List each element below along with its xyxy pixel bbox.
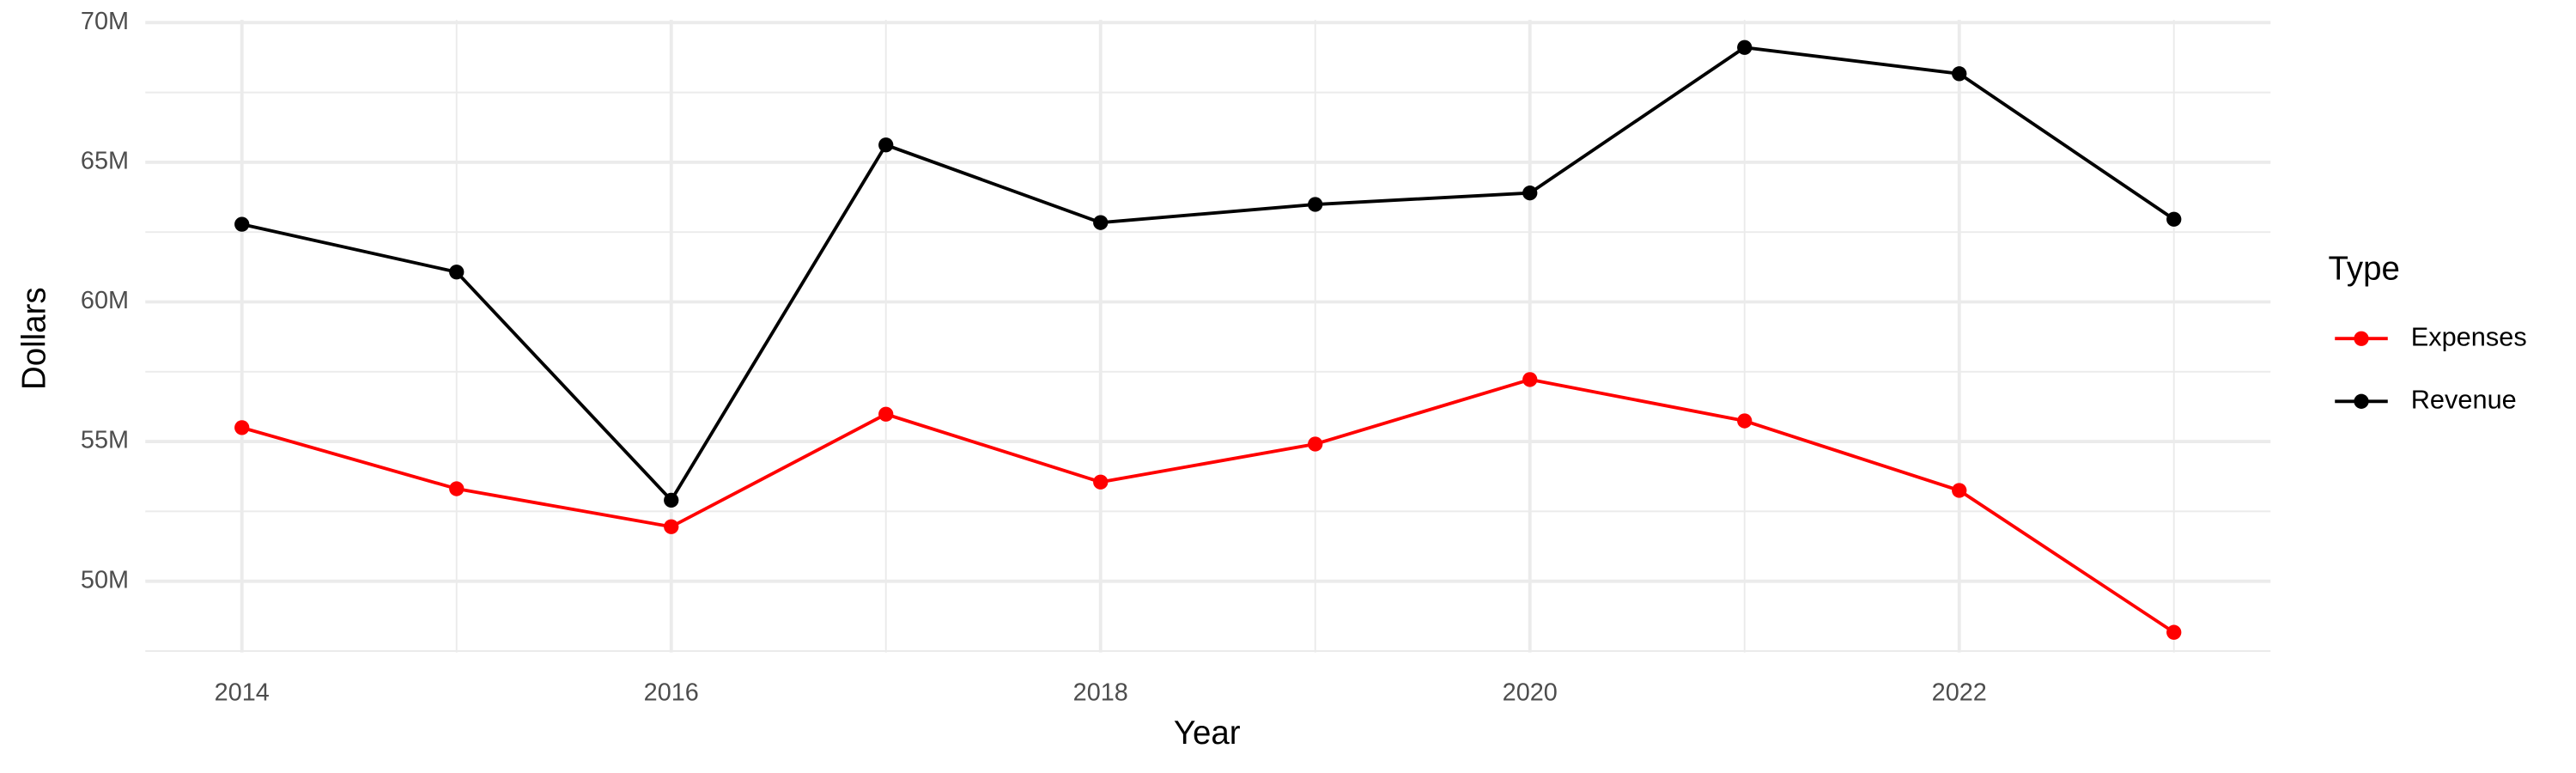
data-point xyxy=(878,406,894,422)
data-point xyxy=(1952,483,1967,498)
data-point xyxy=(1093,474,1109,490)
legend-marker xyxy=(2354,331,2369,346)
plot-area xyxy=(234,40,2182,640)
legend-title: Type xyxy=(2329,251,2400,288)
y-tick-label: 65M xyxy=(81,148,129,175)
legend-marker xyxy=(2354,393,2369,409)
data-point xyxy=(1308,197,1323,212)
data-point xyxy=(1522,186,1538,201)
x-axis-title: Year xyxy=(1174,715,1241,752)
data-point xyxy=(1952,66,1967,82)
legend-label: Revenue xyxy=(2411,384,2517,414)
data-point xyxy=(1308,436,1323,452)
y-tick-label: 55M xyxy=(81,427,129,454)
y-tick-label: 70M xyxy=(81,8,129,35)
data-point xyxy=(664,519,679,534)
data-point xyxy=(1522,372,1538,387)
data-point xyxy=(1093,215,1109,230)
x-tick-label: 2018 xyxy=(1073,679,1128,706)
series-line xyxy=(241,377,2175,634)
data-point xyxy=(449,265,465,280)
x-tick-label: 2016 xyxy=(644,679,699,706)
y-tick-label: 60M xyxy=(81,287,129,314)
legend-label: Expenses xyxy=(2411,321,2527,351)
data-point xyxy=(449,481,465,496)
data-point xyxy=(878,137,894,153)
legend: Type Expenses Revenue xyxy=(2329,251,2527,415)
data-point xyxy=(1737,40,1753,55)
data-point xyxy=(1737,413,1753,429)
y-tick-label: 50M xyxy=(81,566,129,593)
grid xyxy=(145,20,2271,653)
x-tick-label: 2020 xyxy=(1503,679,1558,706)
x-tick-label: 2014 xyxy=(215,679,270,706)
data-point xyxy=(664,492,679,508)
y-axis-title: Dollars xyxy=(15,287,52,390)
data-point xyxy=(2166,211,2182,227)
series-line xyxy=(241,46,2175,503)
data-point xyxy=(234,216,250,232)
x-tick-label: 2022 xyxy=(1932,679,1987,706)
data-point xyxy=(234,420,250,435)
data-point xyxy=(2166,624,2182,640)
